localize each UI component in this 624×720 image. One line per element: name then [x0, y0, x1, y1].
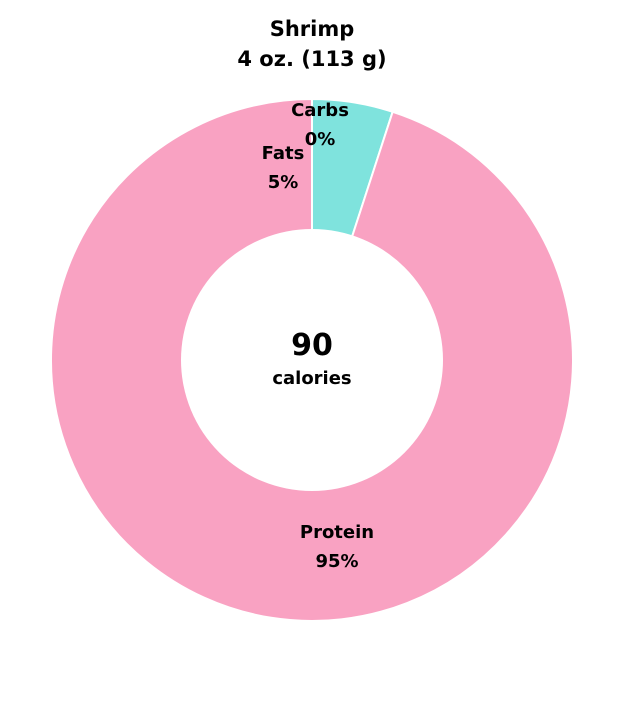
donut-hole — [181, 229, 443, 491]
chart-title-block: Shrimp 4 oz. (113 g) — [0, 14, 624, 74]
slice-label-fats: Fats — [262, 143, 305, 164]
slice-percent-carbs: 0% — [305, 129, 336, 150]
slice-percent-fats: 5% — [268, 172, 299, 193]
slice-label-carbs: Carbs — [291, 100, 349, 121]
calories-label: calories — [272, 368, 351, 389]
slice-percent-protein: 95% — [315, 551, 358, 572]
chart-title: Shrimp — [269, 17, 355, 41]
calories-value: 90 — [291, 328, 333, 363]
chart-subtitle: 4 oz. (113 g) — [237, 47, 387, 71]
slice-label-group: Carbs 0%Fats 5% Protein 95% — [262, 100, 374, 572]
slice-label-protein: Protein — [300, 522, 374, 543]
